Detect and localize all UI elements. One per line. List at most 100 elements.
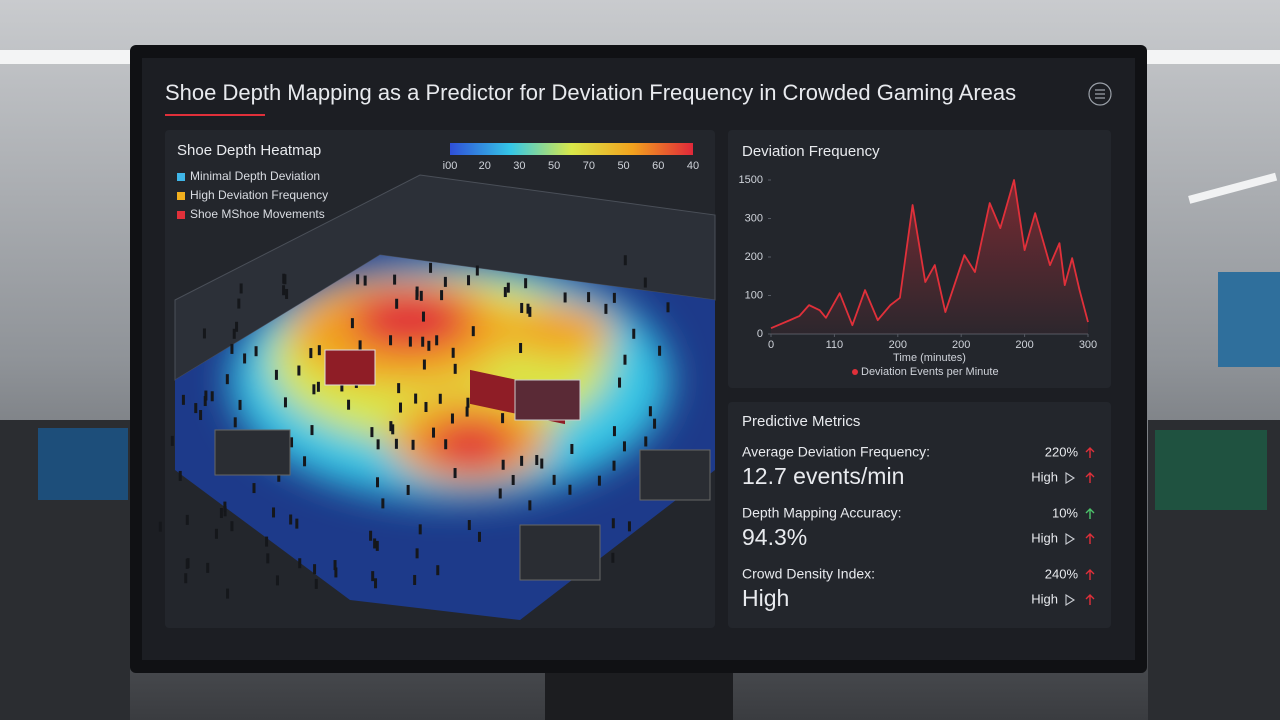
status-icon (1065, 472, 1076, 484)
metric-label: Average Deviation Frequency: (742, 444, 930, 460)
metrics-title: Predictive Metrics (742, 413, 860, 430)
person (391, 424, 395, 435)
metrics-panel (728, 402, 1111, 628)
person (283, 397, 287, 408)
person (422, 359, 426, 370)
person (274, 369, 278, 380)
person (397, 383, 401, 394)
person (350, 318, 354, 329)
x-tick-label: 200 (952, 339, 970, 351)
menu-icon (1095, 89, 1105, 99)
person (297, 365, 301, 376)
person (252, 483, 256, 494)
x-tick-label: 200 (1015, 339, 1033, 351)
person (568, 484, 572, 495)
metric-status: High (1031, 530, 1058, 545)
ceiling-light (1188, 172, 1278, 204)
person (475, 265, 479, 276)
person (376, 477, 380, 488)
person (506, 282, 510, 293)
person (450, 413, 454, 424)
person (526, 303, 530, 314)
color-bar-label: i00 (443, 160, 458, 172)
person (158, 521, 162, 532)
person (498, 488, 502, 499)
person (203, 396, 207, 407)
person (312, 384, 316, 395)
monitor-stand (545, 672, 733, 720)
person (471, 326, 475, 337)
person (310, 425, 314, 436)
person (232, 328, 236, 339)
person (265, 536, 269, 547)
person (373, 538, 377, 549)
person (406, 484, 410, 495)
person (230, 343, 234, 354)
status-arrow (1085, 472, 1095, 483)
menu-button[interactable] (1088, 82, 1112, 106)
person (375, 540, 379, 551)
person (535, 454, 539, 465)
person (389, 335, 393, 346)
person (199, 410, 203, 421)
status-arrow (1085, 594, 1095, 605)
person (413, 574, 417, 585)
person (381, 498, 385, 509)
person (363, 275, 367, 286)
x-tick-label: 0 (768, 339, 774, 351)
legend-swatch (177, 192, 185, 200)
person (435, 335, 439, 346)
person (393, 274, 397, 285)
status-arrow (1085, 533, 1095, 544)
person (223, 501, 227, 512)
person (418, 524, 422, 535)
heatmap-title: Shoe Depth Heatmap (177, 142, 321, 159)
person (477, 531, 481, 542)
x-tick-label: 200 (889, 339, 907, 351)
metric-change: 240% (1045, 566, 1079, 581)
person (178, 470, 182, 481)
person (210, 391, 214, 402)
person (519, 342, 523, 353)
person (511, 474, 515, 485)
person (643, 277, 647, 288)
person (194, 403, 198, 414)
person (612, 292, 616, 303)
title-underline (165, 114, 265, 116)
person (275, 575, 279, 586)
person (313, 564, 317, 575)
person (623, 354, 627, 365)
person (501, 459, 505, 470)
person (627, 521, 631, 532)
person (254, 346, 258, 357)
person (170, 435, 174, 446)
person (290, 437, 294, 448)
person (399, 402, 403, 413)
gaming-station (214, 429, 291, 476)
trend-arrow (1085, 447, 1095, 458)
metric-value: High (742, 585, 789, 611)
person (436, 565, 440, 576)
person (520, 302, 524, 313)
dashboard-title: Shoe Depth Mapping as a Predictor for De… (165, 80, 1016, 105)
color-bar-label: 70 (583, 160, 595, 172)
person (235, 321, 239, 332)
color-bar-label: 50 (617, 160, 629, 172)
person (432, 427, 436, 438)
person (540, 458, 544, 469)
person (440, 290, 444, 301)
person (206, 562, 210, 573)
person (243, 353, 247, 364)
legend-label: Shoe MShoe Movements (190, 207, 325, 221)
side-monitor (38, 428, 128, 500)
legend-label: Deviation Events per Minute (861, 366, 999, 378)
color-bar-label: 40 (687, 160, 699, 172)
person (374, 578, 378, 589)
person (438, 393, 442, 404)
person (622, 441, 626, 452)
person (314, 578, 318, 589)
x-tick-label: 110 (826, 339, 844, 351)
person (520, 455, 524, 466)
status-icon (1065, 533, 1076, 545)
